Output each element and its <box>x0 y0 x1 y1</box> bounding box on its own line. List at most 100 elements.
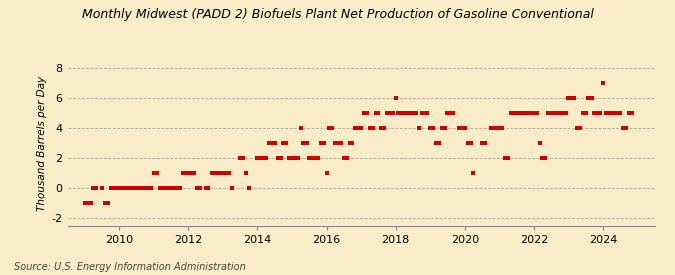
Point <box>85 201 96 205</box>
Point <box>344 141 355 145</box>
Point <box>612 111 623 115</box>
Point <box>350 126 360 130</box>
Point <box>574 126 585 130</box>
Point <box>540 156 551 160</box>
Point <box>186 171 196 175</box>
Point <box>342 156 352 160</box>
Point <box>330 141 341 145</box>
Point <box>215 171 225 175</box>
Point <box>327 126 338 130</box>
Point <box>592 111 603 115</box>
Point <box>439 126 450 130</box>
Point <box>479 141 490 145</box>
Point <box>169 186 180 190</box>
Point <box>563 96 574 100</box>
Point <box>402 111 412 115</box>
Point <box>442 111 453 115</box>
Point <box>200 186 211 190</box>
Point <box>315 141 326 145</box>
Point <box>609 111 620 115</box>
Point <box>557 111 568 115</box>
Point <box>146 186 157 190</box>
Point <box>572 126 583 130</box>
Point <box>88 186 99 190</box>
Point <box>381 111 392 115</box>
Point <box>180 171 191 175</box>
Point <box>477 141 487 145</box>
Point <box>606 111 617 115</box>
Point <box>549 111 560 115</box>
Point <box>358 111 369 115</box>
Point <box>390 96 401 100</box>
Point <box>526 111 537 115</box>
Point <box>589 111 599 115</box>
Y-axis label: Thousand Barrels per Day: Thousand Barrels per Day <box>37 75 47 211</box>
Point <box>554 111 565 115</box>
Point <box>319 141 329 145</box>
Point <box>252 156 263 160</box>
Point <box>114 186 125 190</box>
Point <box>142 186 153 190</box>
Point <box>258 156 269 160</box>
Point <box>148 171 159 175</box>
Point <box>488 126 499 130</box>
Point <box>212 171 223 175</box>
Point <box>517 111 528 115</box>
Point <box>500 156 510 160</box>
Point <box>103 201 113 205</box>
Point <box>269 141 280 145</box>
Point <box>272 156 283 160</box>
Point <box>301 141 312 145</box>
Point <box>117 186 128 190</box>
Point <box>566 96 576 100</box>
Point <box>292 156 303 160</box>
Point <box>396 111 407 115</box>
Point <box>621 126 632 130</box>
Point <box>126 186 136 190</box>
Text: Source: U.S. Energy Information Administration: Source: U.S. Energy Information Administ… <box>14 262 245 272</box>
Point <box>413 126 424 130</box>
Point <box>99 201 110 205</box>
Point <box>618 126 628 130</box>
Point <box>160 186 171 190</box>
Point <box>410 111 421 115</box>
Point <box>324 126 335 130</box>
Point <box>502 156 513 160</box>
Point <box>535 141 545 145</box>
Point <box>364 126 375 130</box>
Point <box>235 156 246 160</box>
Point <box>347 141 358 145</box>
Point <box>183 171 194 175</box>
Point <box>335 141 346 145</box>
Point <box>284 156 295 160</box>
Point <box>551 111 562 115</box>
Point <box>267 141 277 145</box>
Point <box>597 81 608 85</box>
Point <box>537 156 548 160</box>
Point <box>468 171 479 175</box>
Point <box>206 171 217 175</box>
Point <box>508 111 519 115</box>
Point <box>506 111 516 115</box>
Point <box>448 111 459 115</box>
Point <box>310 156 321 160</box>
Point <box>373 111 384 115</box>
Point <box>128 186 139 190</box>
Point <box>82 201 93 205</box>
Point <box>290 156 300 160</box>
Point <box>491 126 502 130</box>
Point <box>393 111 404 115</box>
Point <box>255 156 266 160</box>
Point <box>531 111 542 115</box>
Point <box>379 126 389 130</box>
Point <box>376 126 387 130</box>
Point <box>545 111 556 115</box>
Point <box>281 141 292 145</box>
Point <box>298 141 309 145</box>
Point <box>209 171 220 175</box>
Point <box>422 111 433 115</box>
Point <box>295 126 306 130</box>
Point <box>105 186 116 190</box>
Point <box>462 141 473 145</box>
Point <box>108 186 119 190</box>
